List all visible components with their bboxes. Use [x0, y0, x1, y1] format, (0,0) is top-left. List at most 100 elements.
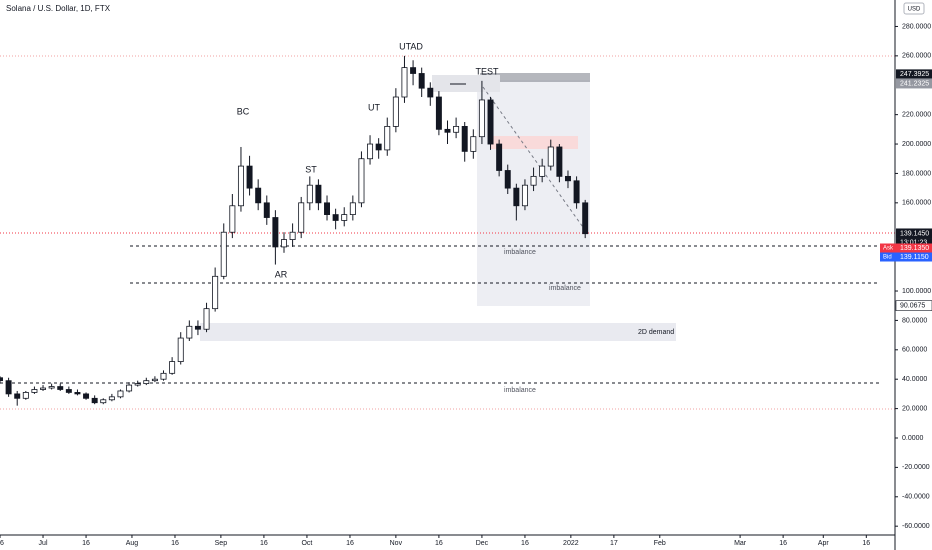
x-tick-label: 17 [610, 540, 618, 547]
candle-body [177, 337, 184, 362]
candle-body [117, 390, 124, 398]
x-tick-label: 16 [862, 540, 870, 547]
candle-body [539, 165, 546, 177]
candle-body [470, 136, 477, 152]
candle-body [375, 143, 382, 151]
chart-title: Solana / U.S. Dollar, 1D, FTX [6, 4, 111, 13]
candle-body [40, 387, 47, 390]
candle-body [5, 380, 12, 395]
y-tick-label: 100.0000 [902, 288, 931, 295]
candle-body [582, 202, 589, 235]
x-tick-label: Jul [39, 540, 48, 547]
price-tag [896, 228, 932, 239]
currency-box [903, 2, 925, 15]
candle-body [57, 386, 64, 390]
candle-body [134, 383, 141, 386]
y-tick-label: 60.0000 [902, 347, 927, 354]
y-tick-label: 0.0000 [902, 435, 924, 442]
candle-body [100, 399, 107, 404]
candle-body [358, 158, 365, 204]
candle-body [48, 386, 55, 389]
candle-body [547, 146, 554, 167]
candle-body [31, 389, 38, 393]
bid-name: Bid [883, 255, 892, 261]
candle-body [289, 231, 296, 240]
y-tick-label: -60.0000 [902, 523, 930, 530]
candle-body [14, 393, 21, 399]
annotation: imbalance [549, 285, 581, 292]
candle-body [341, 214, 348, 221]
candle-body [281, 239, 287, 248]
price-tag [896, 78, 932, 89]
candle-body [126, 384, 133, 392]
candle-body [521, 184, 528, 207]
y-tick-label: 40.0000 [902, 376, 927, 383]
candle-body [461, 126, 468, 152]
candle-body [324, 202, 331, 215]
candle-body [143, 380, 150, 385]
candle-body [65, 389, 72, 393]
candle-body [401, 67, 408, 98]
candle-body [263, 202, 270, 218]
y-tick-label: 200.0000 [902, 141, 931, 148]
candle-body [194, 325, 201, 330]
candle-body [384, 126, 391, 151]
countdown-box [896, 238, 932, 247]
currency: USD [908, 7, 921, 13]
candle-body [151, 378, 158, 382]
candle-body [453, 126, 460, 133]
price-tag [896, 69, 932, 80]
annotation: imbalance [504, 249, 536, 256]
ask-tag [880, 243, 932, 253]
annotation: imbalance [504, 387, 536, 394]
bid-label: 139.1150 [900, 254, 929, 261]
annotation: AR [275, 269, 288, 279]
candle-body [573, 180, 580, 204]
candle-body [0, 377, 3, 382]
x-tick-label: 16 [435, 540, 443, 547]
y-tick-label: -40.0000 [902, 494, 930, 501]
x-tick-label: Sep [215, 540, 228, 547]
annotation: ST [305, 164, 317, 174]
y-tick-label: 80.0000 [902, 317, 927, 324]
candle-body [349, 202, 356, 215]
x-tick-label: 16 [346, 540, 354, 547]
price-tag-label: 241.2325 [900, 80, 929, 87]
annotation: BC [237, 106, 250, 116]
y-tick-label: 260.0000 [902, 53, 931, 60]
ask-label: 139.1350 [900, 245, 929, 252]
y-tick-label: 220.0000 [902, 111, 931, 118]
bid-tag [880, 252, 932, 262]
annotation: UT [368, 102, 380, 112]
y-tick-label: 20.0000 [902, 405, 927, 412]
x-tick-label: 16 [171, 540, 179, 547]
candle-body [530, 175, 537, 186]
candle-body [229, 205, 236, 233]
candle-body [212, 275, 219, 310]
y-tick-label: 280.0000 [902, 23, 931, 30]
candle-body [410, 67, 417, 74]
x-tick-label: 16 [521, 540, 529, 547]
candle-body [255, 187, 262, 204]
x-tick-label: Oct [301, 540, 312, 547]
candle-body [22, 392, 29, 399]
candle-body [203, 308, 210, 330]
countdown: 13:01:23 [900, 239, 927, 246]
annotation: 2D demand [638, 329, 674, 336]
x-tick-label: Apr [818, 540, 830, 547]
x-tick-label: 16 [0, 540, 4, 547]
candle-body [220, 231, 227, 277]
annotation: UTAD [399, 41, 423, 51]
price-tag-label: 247.3925 [900, 71, 929, 78]
candle-body [496, 143, 503, 171]
candle-body [91, 397, 98, 404]
candle-body [513, 187, 520, 207]
supply-zone [490, 136, 578, 149]
candle-body [367, 143, 374, 160]
x-tick-label: 16 [779, 540, 787, 547]
zone [477, 80, 590, 306]
candle-body [298, 202, 305, 233]
candle-body [169, 361, 176, 374]
drawings [0, 55, 895, 410]
